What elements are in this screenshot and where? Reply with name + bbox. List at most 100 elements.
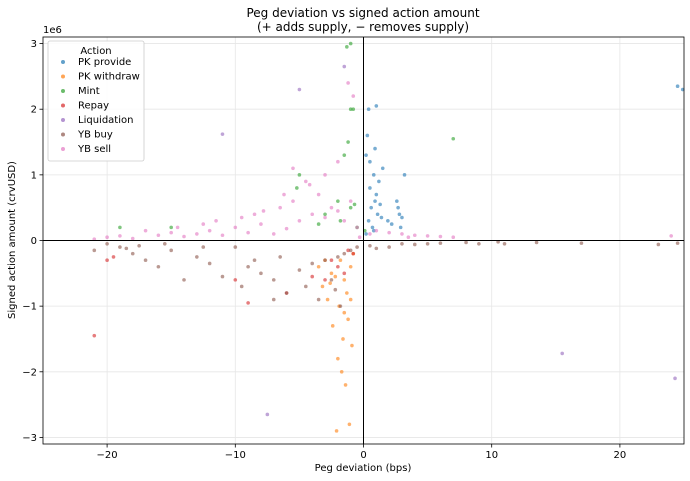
y-tick-label: 0 (31, 236, 37, 247)
data-point (342, 278, 347, 282)
data-point (124, 246, 129, 251)
data-point (323, 173, 327, 177)
data-point (579, 241, 584, 245)
legend-item-label: Liquidation (78, 115, 133, 126)
legend-item-label: Mint (78, 86, 100, 97)
data-point (336, 199, 340, 203)
data-point (304, 179, 308, 184)
data-point (438, 241, 443, 245)
data-point (92, 248, 97, 253)
x-axis-label: Peg deviation (bps) (315, 463, 412, 474)
data-point (656, 242, 661, 247)
data-point (336, 255, 340, 259)
data-point (397, 212, 402, 217)
data-point (675, 84, 680, 89)
data-point (373, 199, 377, 203)
data-point (105, 241, 109, 246)
data-point (368, 232, 372, 236)
data-point (346, 140, 350, 144)
data-point (130, 251, 135, 256)
data-point (400, 241, 404, 246)
data-point (233, 278, 238, 282)
data-point (329, 278, 334, 282)
data-point (669, 234, 673, 238)
y-tick-label: −1 (22, 302, 37, 313)
x-tick-label: 10 (485, 450, 498, 461)
data-point (195, 255, 199, 259)
data-point (348, 264, 353, 269)
data-point (336, 264, 340, 269)
legend-marker (61, 118, 65, 122)
data-point (348, 41, 353, 46)
data-point (425, 241, 430, 246)
data-point (402, 173, 407, 177)
data-point (342, 153, 347, 157)
data-point (297, 87, 302, 92)
data-point (345, 45, 349, 49)
data-point (111, 255, 116, 259)
data-point (304, 284, 308, 289)
data-point (297, 268, 302, 272)
x-tick-label: 0 (360, 450, 366, 461)
data-point (284, 226, 289, 231)
data-point (316, 264, 321, 269)
data-point (351, 107, 356, 112)
data-point (350, 343, 354, 348)
data-point (92, 333, 97, 338)
data-point (330, 324, 335, 328)
data-point (339, 369, 344, 374)
data-point (342, 219, 347, 223)
legend-title: Action (80, 46, 111, 57)
y-tick-label: 1 (31, 170, 37, 181)
data-point (265, 412, 270, 417)
data-point (387, 245, 391, 249)
legend-marker (61, 147, 65, 151)
y-multiplier: 1e6 (43, 25, 62, 36)
data-point (355, 225, 359, 230)
data-point (333, 287, 338, 292)
data-point (182, 278, 186, 282)
data-point (175, 225, 180, 230)
data-point (195, 232, 199, 236)
data-point (395, 199, 399, 203)
data-point (220, 274, 225, 279)
data-point (207, 261, 212, 266)
data-point (341, 337, 345, 341)
data-point (342, 251, 347, 256)
data-point (412, 233, 417, 238)
data-point (307, 182, 312, 187)
data-point (364, 232, 368, 236)
data-point (105, 258, 109, 262)
data-point (346, 248, 350, 253)
data-point (143, 228, 148, 233)
data-point (246, 230, 250, 235)
data-point (346, 81, 350, 85)
legend-marker (61, 74, 65, 79)
data-point (246, 301, 250, 305)
data-point (284, 291, 289, 295)
data-point (378, 202, 382, 207)
data-point (375, 212, 380, 217)
data-point (233, 225, 238, 230)
reference-lines (43, 37, 684, 444)
data-points (92, 41, 685, 433)
data-point (259, 271, 263, 276)
data-point (502, 241, 507, 246)
data-point (291, 199, 295, 203)
legend-marker (61, 132, 65, 137)
data-point (334, 429, 339, 433)
data-point (137, 243, 141, 248)
legend-marker (61, 89, 65, 93)
data-point (338, 258, 343, 262)
data-point (336, 356, 340, 361)
data-point (673, 376, 677, 381)
data-point (278, 255, 282, 259)
data-point (329, 205, 334, 210)
data-point (351, 94, 356, 98)
data-point (282, 192, 286, 197)
series-repay (92, 248, 356, 338)
data-point (105, 235, 109, 240)
data-point (291, 166, 295, 171)
data-point (464, 240, 468, 245)
data-point (396, 205, 400, 210)
